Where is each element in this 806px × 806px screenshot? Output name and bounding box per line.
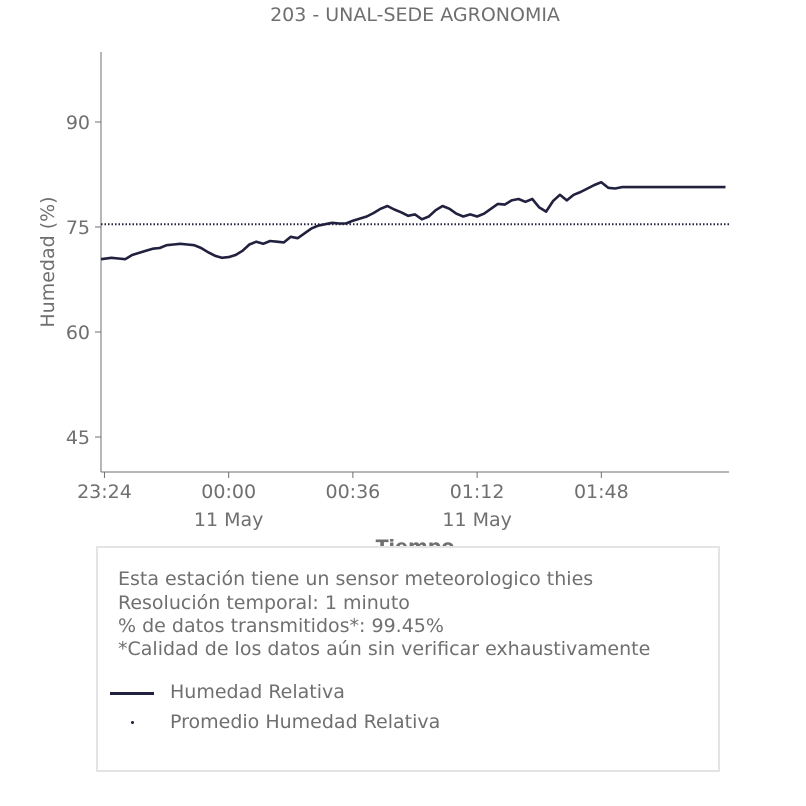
x-axis-ticks: 23:24 00:00 11 May 00:36 01:12 11 May 01:48 (77, 472, 629, 531)
legend-label-humedad: Humedad Relativa (170, 681, 345, 703)
y-axis-label: Humedad (%) (37, 196, 59, 327)
x-tick-label: 00:36 (326, 481, 381, 503)
series-group (100, 180, 729, 261)
info-sensor: Esta estación tiene un sensor meteorolog… (118, 568, 594, 590)
legend-dot-swatch (131, 721, 134, 724)
x-tick-label: 01:12 (450, 481, 505, 503)
series-line-humedad-relativa (100, 180, 726, 261)
y-axis-ticks: 45 60 75 90 (66, 112, 101, 449)
info-quality-note: *Calidad de los datos aún sin verificar … (118, 638, 651, 660)
y-tick-label: 60 (66, 322, 90, 344)
info-transmitted: % de datos transmitidos*: 99.45% (118, 615, 444, 637)
legend-line-swatch (110, 692, 154, 695)
x-tick-label: 23:24 (77, 481, 132, 503)
axes (100, 52, 729, 473)
x-tick-label: 01:48 (574, 481, 629, 503)
y-tick-label: 75 (66, 217, 90, 239)
chart-title: 203 - UNAL-SEDE AGRONOMIA (270, 4, 560, 26)
legend-box: Esta estación tiene un sensor meteorolog… (96, 546, 720, 772)
legend-label-promedio: Promedio Humedad Relativa (170, 711, 441, 733)
y-tick-label: 45 (66, 427, 90, 449)
y-tick-label: 90 (66, 112, 90, 134)
x-tick-label: 00:00 (201, 481, 256, 503)
info-resolution: Resolución temporal: 1 minuto (118, 592, 410, 614)
x-tick-date-label: 11 May (194, 509, 264, 531)
x-tick-date-label: 11 May (442, 509, 512, 531)
